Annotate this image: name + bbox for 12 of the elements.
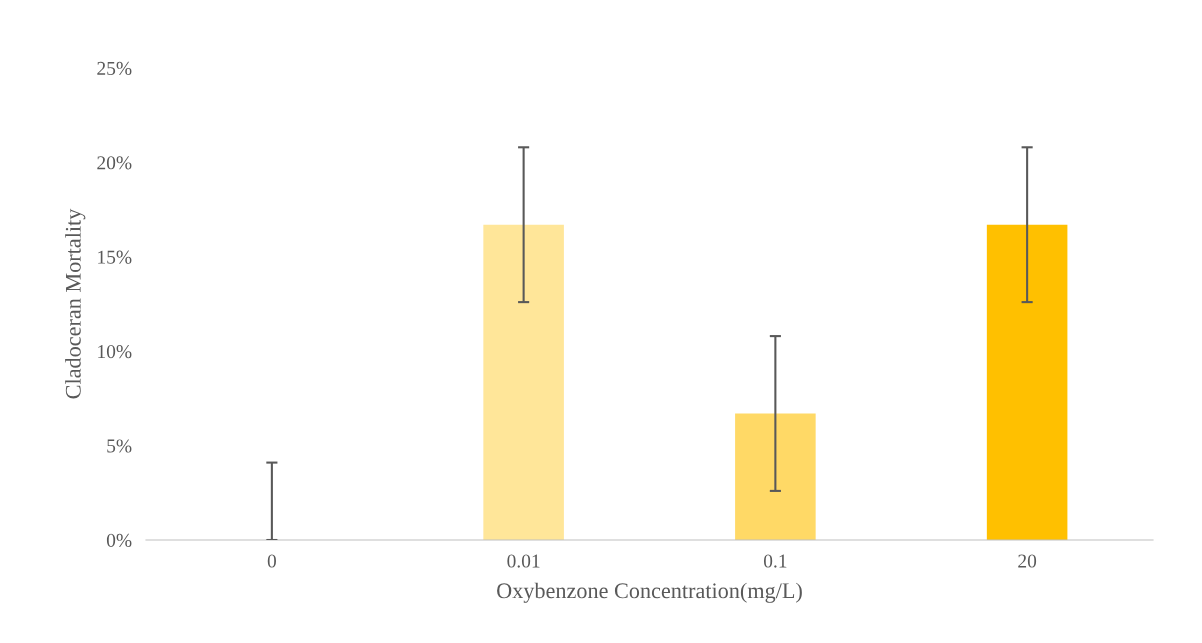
y-tick-label: 25%: [97, 61, 132, 75]
x-tick-label: 20: [1018, 554, 1037, 568]
x-tick-label: 0.01: [507, 554, 540, 568]
y-tick-label: 5%: [107, 439, 132, 453]
y-axis-title: Cladoceran Mortality: [65, 208, 86, 399]
x-tick-label: 0.1: [763, 554, 787, 568]
y-tick-label: 15%: [98, 250, 132, 264]
y-tick-label: 10%: [98, 345, 132, 359]
y-tick-label: 20%: [97, 156, 132, 170]
y-tick-label: 0%: [106, 533, 132, 547]
x-axis-title: Oxybenzone Concentration(mg/L): [497, 582, 802, 603]
x-tick-label: 0: [267, 554, 276, 568]
